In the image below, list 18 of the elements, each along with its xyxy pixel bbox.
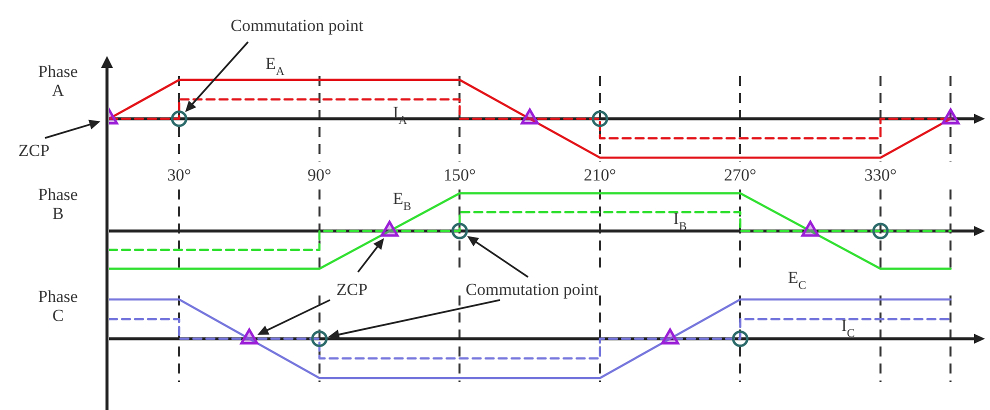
x-tick-label: 330° (864, 165, 897, 184)
text: ZCP (336, 280, 368, 299)
text: ZCP (18, 140, 50, 160)
x-tick-label: 30° (167, 165, 192, 184)
x-tick-label: 210° (584, 165, 616, 184)
y-axis-title: Phase C (38, 286, 78, 325)
series-label: E$_{C}$ (788, 268, 806, 292)
text: Commutation point (466, 280, 599, 299)
series-label: I$_{C}$ (841, 316, 855, 340)
series-label: I$_{B}$ (673, 208, 687, 233)
x-tick-label: 90° (308, 165, 332, 184)
y-axis-title: Phase B (38, 184, 78, 223)
x-tick-label: 150° (444, 165, 476, 184)
series-label: E$_{B}$ (392, 188, 412, 213)
series-label: E$_{A}$ (266, 54, 285, 78)
x-tick-label: 270° (724, 165, 756, 184)
text: Commutation point (230, 16, 364, 35)
y-axis-title: Phase A (38, 62, 78, 100)
